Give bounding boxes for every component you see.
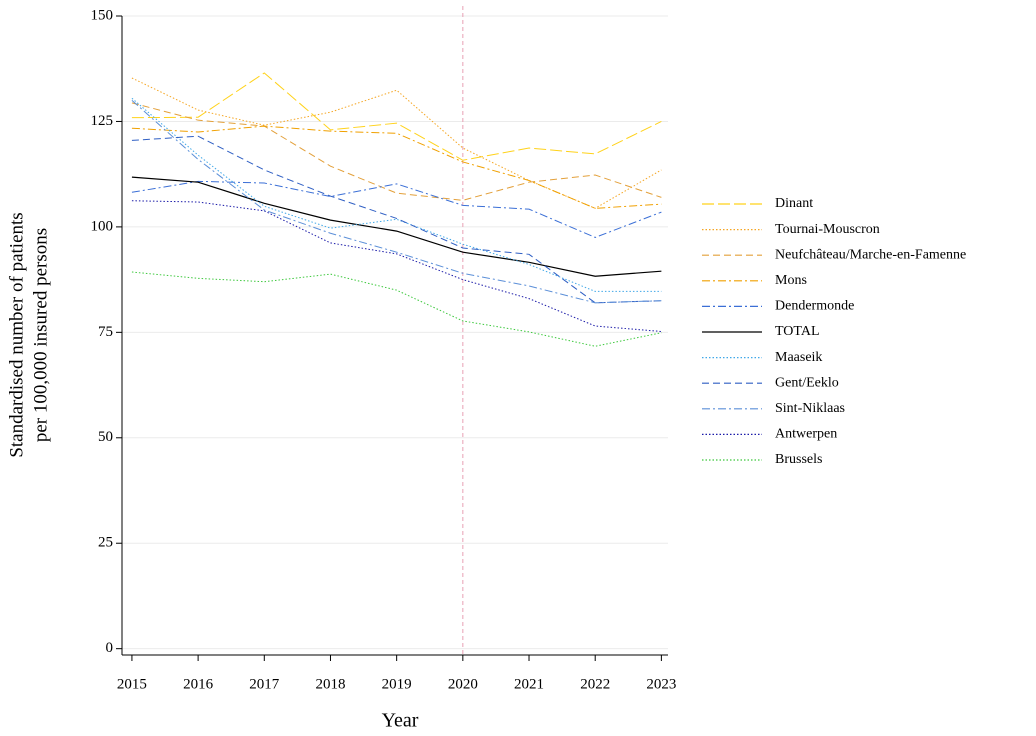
legend-label: TOTAL	[775, 324, 820, 339]
legend: Dinant Tournai-Mouscron Neufchâteau/Marche…	[702, 196, 966, 467]
x-axis-label: Year	[382, 710, 419, 732]
y-tick-label: 100	[91, 218, 114, 234]
x-tick-label: 2017	[249, 676, 280, 692]
series-line	[131, 72, 662, 161]
y-axis-label: per 100,000 insured persons	[30, 228, 51, 442]
legend-label: Neufchâteau/Marche-en-Famenne	[775, 247, 966, 262]
x-tick-label: 2023	[646, 676, 676, 692]
series-line	[131, 125, 662, 209]
x-tick-label: 2019	[382, 676, 412, 692]
series-line	[131, 102, 662, 201]
x-tick-label: 2015	[117, 676, 147, 692]
y-tick-label: 50	[98, 429, 113, 445]
legend-label: Antwerpen	[775, 427, 837, 442]
legend-label: Mons	[775, 273, 807, 288]
y-tick-label: 75	[98, 324, 113, 340]
legend-label: Gent/Eeklo	[775, 375, 839, 390]
y-axis-label: Standardised number of patients	[6, 212, 27, 457]
legend-label: Dendermonde	[775, 299, 854, 314]
series-line	[131, 200, 662, 332]
series-line	[131, 97, 662, 292]
legend-label: Maaseik	[775, 350, 822, 365]
x-tick-label: 2022	[580, 676, 610, 692]
series-line	[131, 180, 662, 238]
legend-label: Dinant	[775, 196, 813, 211]
legend-label: Brussels	[775, 452, 822, 467]
legend-label: Sint-Niklaas	[775, 401, 845, 416]
x-tick-label: 2016	[183, 676, 214, 692]
series-line	[131, 176, 662, 277]
y-tick-label: 150	[91, 7, 114, 23]
y-tick-label: 25	[98, 535, 113, 551]
y-tick-label: 125	[91, 113, 114, 129]
series-line	[131, 99, 662, 304]
x-tick-label: 2018	[315, 676, 345, 692]
x-tick-label: 2021	[514, 676, 544, 692]
x-tick-label: 2020	[448, 676, 478, 692]
legend-label: Tournai-Mouscron	[775, 222, 880, 237]
y-tick-label: 0	[106, 640, 114, 656]
series-line	[131, 271, 662, 347]
series-line	[131, 135, 662, 304]
